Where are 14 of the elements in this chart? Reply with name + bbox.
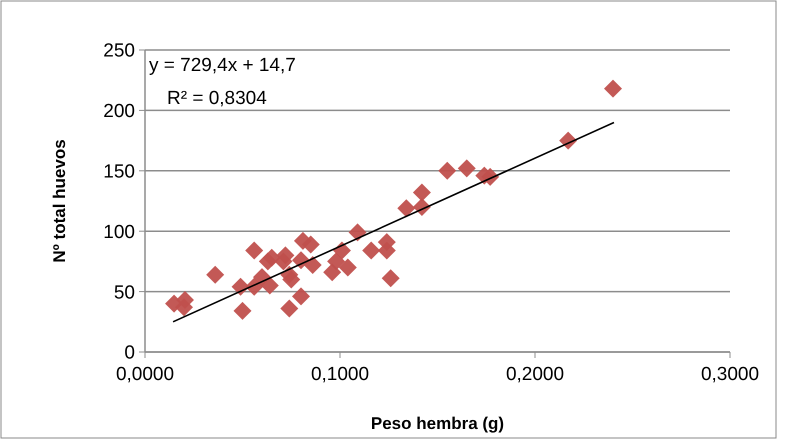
- x-tick-label: 0,2000: [506, 364, 564, 385]
- x-tick-label: 0,0000: [116, 364, 174, 385]
- y-tick-label: 0: [124, 342, 135, 364]
- x-tick-label: 0,1000: [310, 364, 370, 385]
- y-tick-label: 50: [114, 282, 135, 304]
- annotation: y = 729,4x + 14,7: [149, 55, 296, 76]
- x-tick-label: 0,3000: [700, 364, 760, 385]
- x-axis-title: Peso hembra (g): [370, 414, 504, 433]
- y-tick-label: 200: [103, 101, 135, 122]
- y-tick-label: 100: [103, 222, 135, 243]
- y-tick-label: 150: [103, 161, 135, 182]
- y-tick-label: 250: [103, 40, 135, 62]
- annotation: R² = 0,8304: [167, 88, 268, 109]
- y-axis-title: Nº total huevos: [50, 139, 69, 263]
